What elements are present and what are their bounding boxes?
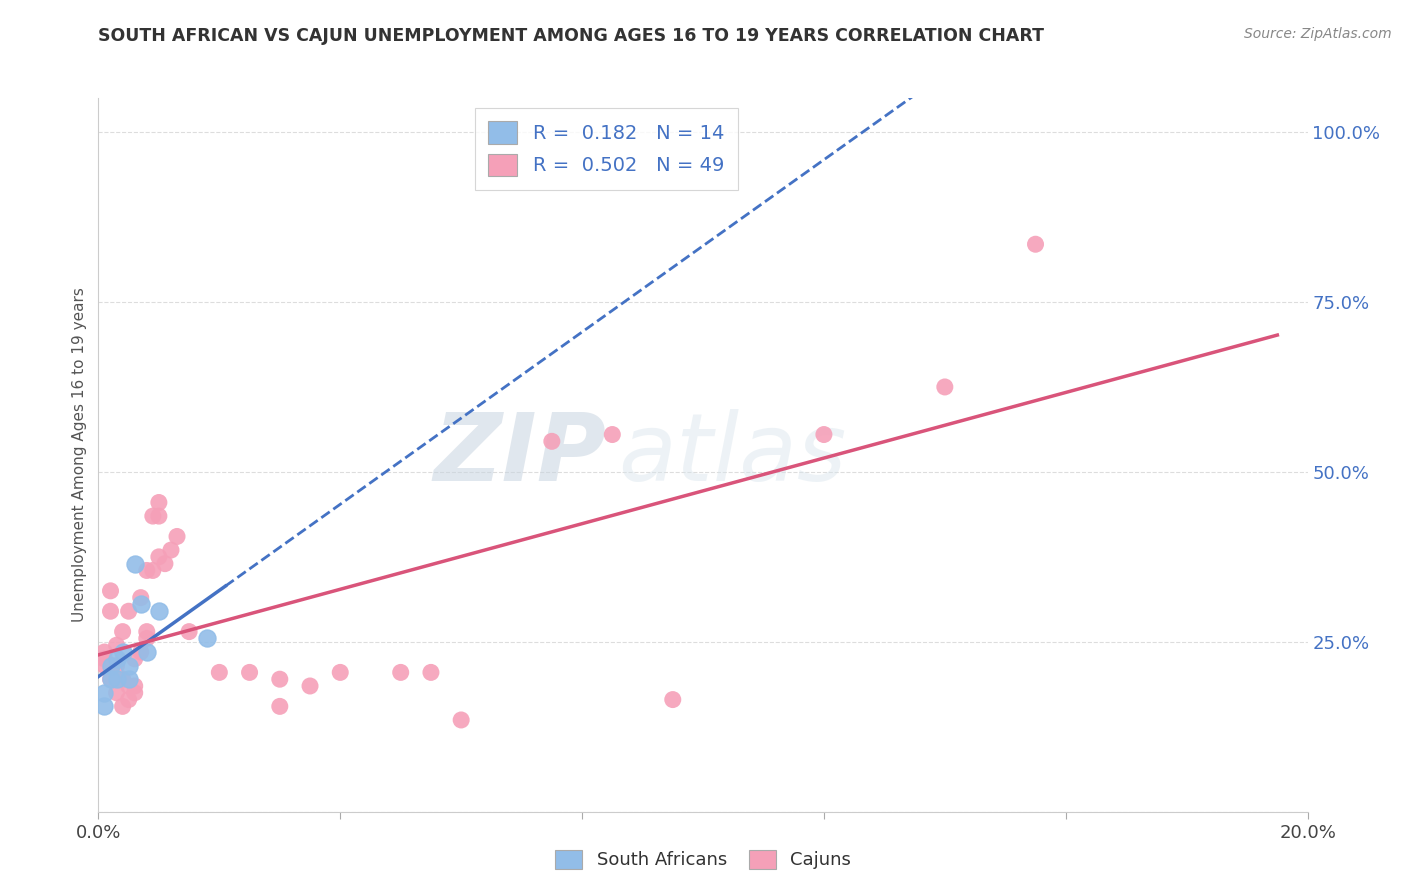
Legend: R =  0.182   N = 14, R =  0.502   N = 49: R = 0.182 N = 14, R = 0.502 N = 49 [475, 108, 738, 190]
Point [148, 604, 170, 618]
Point [93, 699, 115, 714]
Point [118, 692, 141, 706]
Point [124, 686, 146, 700]
Point [100, 672, 122, 686]
Point [105, 658, 128, 673]
Point [124, 557, 146, 571]
Point [148, 509, 170, 524]
Point [111, 624, 134, 639]
Text: Source: ZipAtlas.com: Source: ZipAtlas.com [1244, 27, 1392, 41]
Point [105, 672, 128, 686]
Point [93, 645, 115, 659]
Point [111, 699, 134, 714]
Point [100, 604, 122, 618]
Point [100, 583, 122, 598]
Point [420, 665, 443, 680]
Point [195, 632, 218, 646]
Point [105, 652, 128, 666]
Point [662, 692, 685, 706]
Y-axis label: Unemployment Among Ages 16 to 19 years: Unemployment Among Ages 16 to 19 years [72, 287, 87, 623]
Point [160, 543, 183, 558]
Point [93, 686, 115, 700]
Point [105, 638, 128, 652]
Point [118, 604, 141, 618]
Point [111, 672, 134, 686]
Legend: South Africans, Cajuns: South Africans, Cajuns [546, 841, 860, 879]
Point [148, 549, 170, 564]
Point [135, 564, 157, 578]
Point [105, 686, 128, 700]
Point [118, 672, 141, 686]
Point [239, 665, 262, 680]
Point [813, 427, 835, 442]
Point [934, 380, 956, 394]
Point [118, 679, 141, 693]
Point [111, 672, 134, 686]
Point [142, 509, 165, 524]
Point [602, 427, 624, 442]
Point [135, 624, 157, 639]
Point [93, 658, 115, 673]
Point [135, 645, 157, 659]
Point [450, 713, 472, 727]
Point [100, 672, 122, 686]
Point [129, 591, 152, 605]
Point [124, 679, 146, 693]
Point [389, 665, 412, 680]
Point [329, 665, 352, 680]
Point [124, 652, 146, 666]
Point [111, 645, 134, 659]
Point [100, 658, 122, 673]
Point [208, 665, 231, 680]
Point [1024, 237, 1046, 252]
Text: SOUTH AFRICAN VS CAJUN UNEMPLOYMENT AMONG AGES 16 TO 19 YEARS CORRELATION CHART: SOUTH AFRICAN VS CAJUN UNEMPLOYMENT AMON… [98, 27, 1045, 45]
Point [118, 658, 141, 673]
Point [148, 495, 170, 509]
Point [299, 679, 322, 693]
Point [153, 557, 176, 571]
Point [129, 598, 152, 612]
Point [142, 564, 165, 578]
Text: ZIP: ZIP [433, 409, 606, 501]
Text: atlas: atlas [619, 409, 846, 500]
Point [269, 672, 291, 686]
Point [93, 652, 115, 666]
Point [100, 658, 122, 673]
Point [166, 529, 188, 543]
Point [129, 645, 152, 659]
Point [540, 434, 562, 449]
Point [135, 632, 157, 646]
Point [269, 699, 291, 714]
Point [179, 624, 201, 639]
